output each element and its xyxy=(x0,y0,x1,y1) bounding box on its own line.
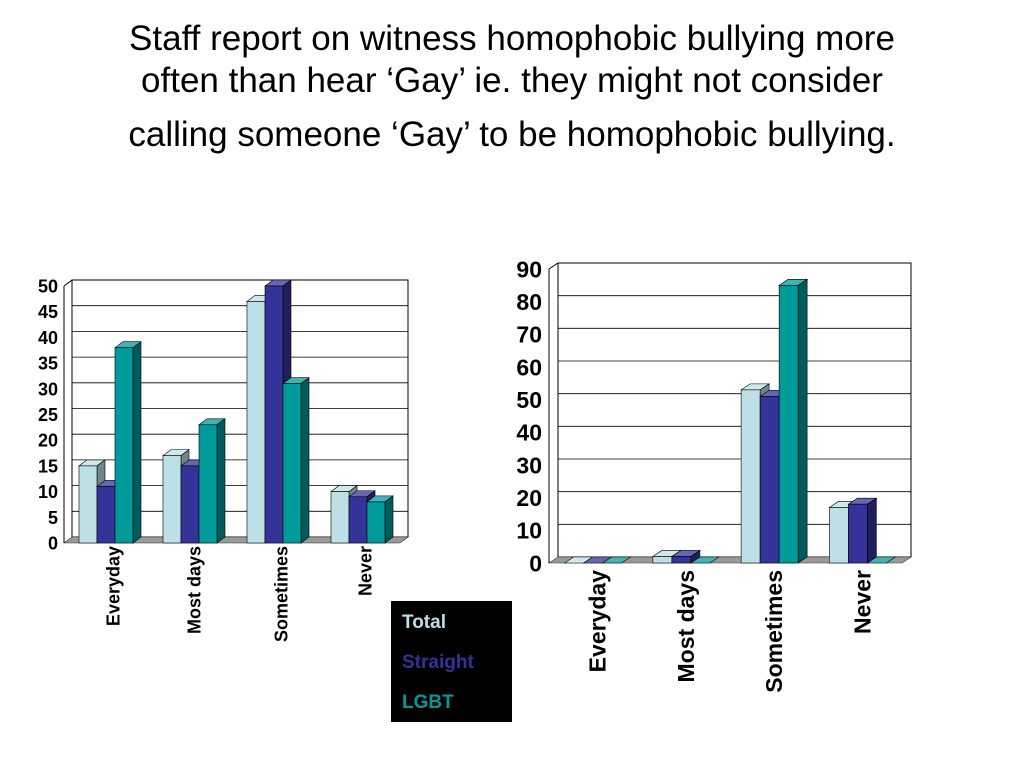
y-tick-label: 40 xyxy=(38,328,58,348)
y-tick-label: 0 xyxy=(529,550,542,576)
bar-front xyxy=(96,486,116,544)
y-tick-label: 5 xyxy=(48,508,58,528)
bar-side xyxy=(300,377,310,544)
bar-top xyxy=(689,556,720,564)
y-axis-top xyxy=(548,262,559,270)
y-tick-label: 10 xyxy=(516,518,542,544)
bar-front xyxy=(114,347,134,544)
bar-front xyxy=(740,389,761,564)
bar-front xyxy=(829,507,849,564)
x-category-label: Never xyxy=(849,570,875,634)
x-category-label: Everyday xyxy=(585,570,611,673)
bar-side xyxy=(216,418,226,544)
title-line-1: Staff report on witness homophobic bully… xyxy=(129,19,895,58)
bar-lgbt-never xyxy=(366,495,394,544)
bar-lgbt-most-days xyxy=(198,418,226,544)
x-category-label: Most days xyxy=(184,546,204,634)
bar-side xyxy=(384,495,394,544)
bar-front xyxy=(180,465,200,544)
y-tick-label: 60 xyxy=(516,354,542,380)
y-tick-label: 50 xyxy=(38,276,58,296)
bar-side xyxy=(867,497,877,564)
bar-front xyxy=(282,383,302,544)
x-category-label: Sometimes xyxy=(271,546,291,642)
bar-front xyxy=(330,491,350,544)
y-tick-label: 25 xyxy=(38,405,58,425)
bar-lgbt-everyday xyxy=(601,556,632,564)
bar-lgbt-everyday xyxy=(114,341,142,544)
legend-item-lgbt: LGBT xyxy=(402,692,454,713)
y-tick-label: 20 xyxy=(38,431,58,451)
legend: Total Straight LGBT xyxy=(391,601,512,722)
bar-side xyxy=(132,341,142,544)
bar-front xyxy=(652,556,673,564)
chart-left-group: 0 5 10 15 20 25 30 35 40 45 50 Everyday Most days Som… xyxy=(38,276,409,642)
bar-front xyxy=(162,455,182,544)
bar-front xyxy=(198,424,218,544)
bar-front xyxy=(759,396,780,564)
bar-lgbt-sometimes xyxy=(282,377,310,544)
x-category-label: Everyday xyxy=(103,546,123,626)
y-tick-label: 70 xyxy=(516,322,542,348)
y-tick-label: 20 xyxy=(516,485,542,511)
bar-front xyxy=(246,301,266,544)
bar-lgbt-never xyxy=(866,556,897,564)
y-axis-top xyxy=(63,279,73,287)
bar-front xyxy=(348,496,368,544)
bar-front xyxy=(848,503,868,564)
bar-straight-most-days xyxy=(670,549,701,564)
y-tick-label: 45 xyxy=(38,302,58,322)
x-category-label: Most days xyxy=(673,570,699,682)
bar-front xyxy=(366,501,386,544)
x-category-label: Sometimes xyxy=(761,570,787,693)
x-category-label: Never xyxy=(355,546,375,596)
bar-lgbt-sometimes xyxy=(778,278,809,564)
title-line-2: often than hear ‘Gay’ ie. they might not… xyxy=(141,61,883,100)
bar-front xyxy=(778,285,799,564)
y-tick-label: 40 xyxy=(516,420,542,446)
chart-right-group: 0 10 20 30 40 50 60 70 80 90 Everyday Most days Some… xyxy=(516,256,912,693)
bar-front xyxy=(264,285,284,544)
title-line-3: calling someone ‘Gay’ to be homophobic b… xyxy=(128,115,896,154)
legend-item-straight: Straight xyxy=(402,652,474,673)
bar-top xyxy=(866,556,897,564)
y-tick-label: 15 xyxy=(38,456,58,476)
y-tick-label: 50 xyxy=(516,387,542,413)
bar-straight-never xyxy=(847,497,878,564)
bar-front xyxy=(671,556,692,564)
y-tick-label: 0 xyxy=(48,533,58,553)
bar-side xyxy=(797,278,808,564)
y-tick-label: 90 xyxy=(516,256,542,282)
y-tick-label: 10 xyxy=(38,482,58,502)
y-tick-label: 30 xyxy=(38,379,58,399)
y-tick-label: 80 xyxy=(516,289,542,315)
y-tick-label: 35 xyxy=(38,354,58,374)
legend-item-total: Total xyxy=(402,612,446,633)
bar-top xyxy=(601,556,632,564)
slide-title: Staff report on witness homophobic bully… xyxy=(20,18,1004,156)
y-tick-label: 30 xyxy=(516,452,542,478)
bar-front xyxy=(78,465,98,544)
bar-lgbt-most-days xyxy=(689,556,720,564)
